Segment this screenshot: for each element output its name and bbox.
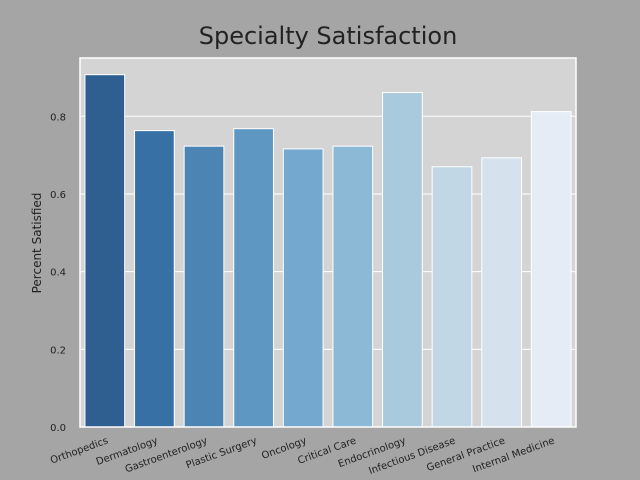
bar: [431, 166, 473, 428]
bar: [481, 157, 522, 428]
bar: [183, 145, 225, 428]
bar: [282, 148, 324, 428]
y-tick-label: 0.0: [50, 423, 66, 434]
y-tick-label: 0.2: [50, 345, 66, 356]
bar: [233, 128, 274, 428]
plot-area: 0.00.20.40.60.8OrthopedicsDermatologyGas…: [49, 57, 577, 477]
bar: [530, 111, 572, 428]
bar: [84, 74, 126, 428]
y-tick-label: 0.8: [50, 112, 66, 123]
bar: [332, 145, 374, 428]
y-tick-label: 0.4: [50, 268, 66, 279]
y-axis-label: Percent Satisfied: [30, 193, 44, 294]
bar: [382, 92, 423, 428]
chart-title: Specialty Satisfaction: [199, 22, 458, 50]
y-tick-label: 0.6: [50, 190, 66, 201]
plot-frame: [79, 57, 577, 428]
bar: [134, 130, 175, 428]
